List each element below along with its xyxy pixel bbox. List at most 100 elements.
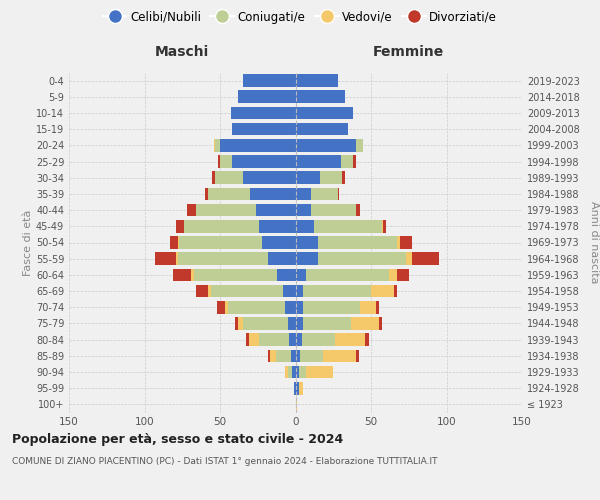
Bar [296, 268, 306, 281]
Bar [191, 268, 194, 281]
Bar [299, 382, 303, 394]
Bar [268, 252, 296, 265]
Bar [341, 155, 353, 168]
Bar [397, 236, 400, 249]
Bar [179, 236, 262, 249]
Bar [268, 350, 270, 362]
Bar [215, 172, 242, 184]
Bar [285, 366, 288, 378]
Bar [245, 334, 248, 346]
Bar [382, 220, 383, 232]
Bar [296, 236, 318, 249]
Bar [296, 155, 341, 168]
Bar [288, 317, 296, 330]
Bar [178, 236, 179, 249]
Text: COMUNE DI ZIANO PIACENTINO (PC) - Dati ISTAT 1° gennaio 2024 - Elaborazione TUTT: COMUNE DI ZIANO PIACENTINO (PC) - Dati I… [12, 458, 437, 466]
Bar [376, 301, 379, 314]
Bar [256, 204, 296, 216]
Bar [238, 90, 296, 103]
Bar [296, 139, 356, 151]
Bar [296, 398, 297, 410]
Bar [208, 285, 211, 298]
Bar [311, 204, 356, 216]
Bar [299, 366, 306, 378]
Bar [306, 268, 389, 281]
Bar [296, 301, 303, 314]
Bar [291, 350, 296, 362]
Bar [224, 301, 227, 314]
Bar [173, 268, 191, 281]
Bar [296, 252, 318, 265]
Legend: Celibi/Nubili, Coniugati/e, Vedovi/e, Divorziati/e: Celibi/Nubili, Coniugati/e, Vedovi/e, Di… [98, 6, 502, 28]
Bar [250, 188, 296, 200]
Bar [238, 317, 242, 330]
Bar [220, 139, 296, 151]
Y-axis label: Anni di nascita: Anni di nascita [589, 201, 599, 283]
Bar [356, 350, 359, 362]
Bar [320, 172, 343, 184]
Text: Popolazione per età, sesso e stato civile - 2024: Popolazione per età, sesso e stato civil… [12, 432, 343, 446]
Bar [292, 366, 296, 378]
Bar [311, 188, 338, 200]
Bar [155, 252, 176, 265]
Bar [214, 139, 215, 151]
Bar [296, 172, 320, 184]
Bar [371, 285, 394, 298]
Bar [338, 188, 339, 200]
Bar [296, 90, 346, 103]
Bar [306, 366, 333, 378]
Bar [296, 285, 303, 298]
Bar [383, 220, 386, 232]
Bar [208, 188, 250, 200]
Bar [232, 155, 296, 168]
Bar [302, 334, 335, 346]
Bar [296, 204, 311, 216]
Bar [178, 252, 268, 265]
Bar [262, 236, 296, 249]
Bar [296, 220, 314, 232]
Text: Maschi: Maschi [155, 45, 209, 59]
Bar [248, 334, 259, 346]
Bar [259, 334, 289, 346]
Bar [242, 317, 288, 330]
Bar [314, 220, 382, 232]
Bar [300, 350, 323, 362]
Bar [296, 382, 299, 394]
Bar [230, 106, 296, 120]
Bar [361, 301, 376, 314]
Bar [356, 139, 364, 151]
Bar [235, 317, 238, 330]
Bar [296, 123, 349, 136]
Bar [176, 220, 184, 232]
Bar [412, 252, 439, 265]
Bar [406, 252, 412, 265]
Bar [397, 268, 409, 281]
Bar [323, 350, 356, 362]
Bar [170, 236, 178, 249]
Bar [276, 350, 291, 362]
Bar [212, 172, 215, 184]
Bar [296, 350, 300, 362]
Bar [194, 268, 277, 281]
Bar [218, 155, 220, 168]
Bar [303, 317, 352, 330]
Bar [389, 268, 397, 281]
Bar [176, 252, 178, 265]
Bar [335, 334, 365, 346]
Bar [296, 366, 299, 378]
Bar [303, 285, 371, 298]
Bar [318, 236, 397, 249]
Bar [379, 317, 382, 330]
Bar [296, 317, 303, 330]
Bar [296, 74, 338, 87]
Bar [294, 382, 296, 394]
Bar [242, 74, 296, 87]
Bar [296, 334, 302, 346]
Bar [232, 123, 296, 136]
Bar [259, 220, 296, 232]
Bar [289, 334, 296, 346]
Bar [303, 301, 361, 314]
Bar [205, 188, 208, 200]
Text: Femmine: Femmine [373, 45, 445, 59]
Bar [215, 139, 220, 151]
